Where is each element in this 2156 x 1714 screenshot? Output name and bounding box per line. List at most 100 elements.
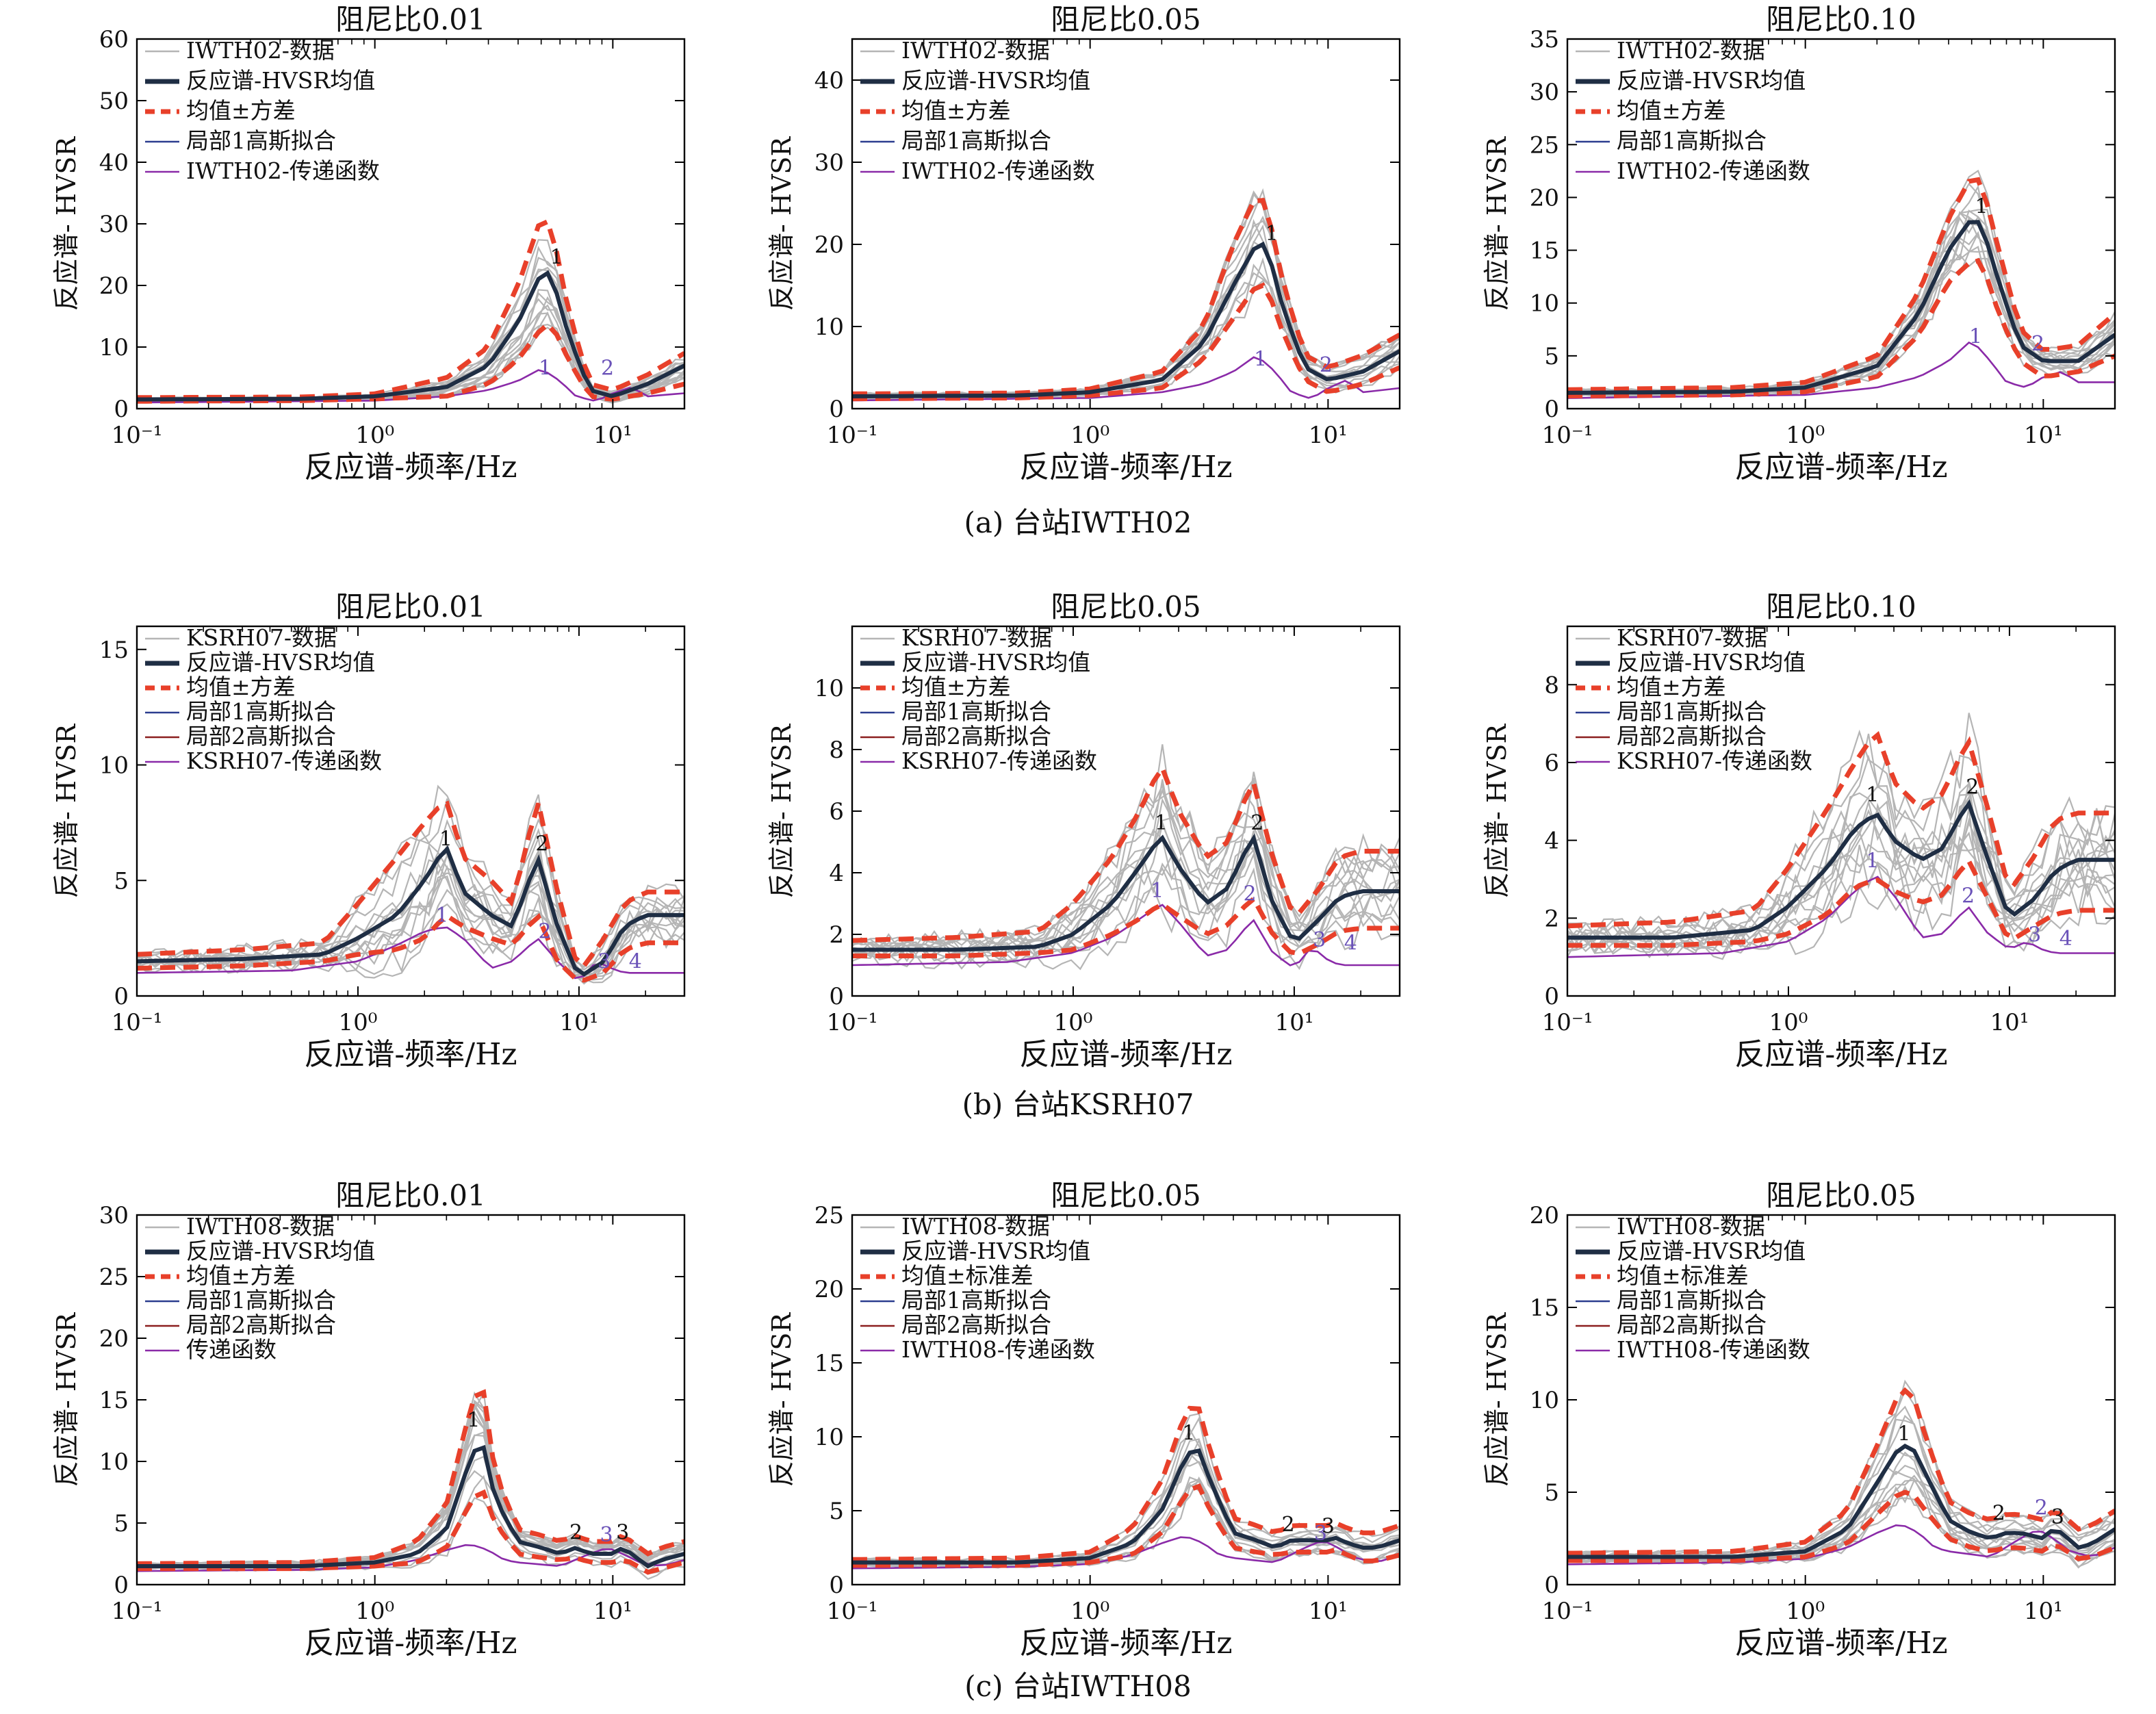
y-tick-label: 15: [814, 1350, 844, 1377]
x-tick-label: 10⁰: [1054, 1009, 1093, 1036]
x-tick-label: 10⁰: [1070, 1598, 1109, 1625]
peak-label: 3: [2028, 923, 2041, 947]
y-tick-label: 2: [829, 921, 844, 949]
mean-plus-std-line: [137, 800, 684, 970]
data-trace: [1567, 713, 2115, 936]
hvsr-mean-line: [852, 1448, 1400, 1565]
peak-label: 1: [1975, 195, 1988, 219]
y-tick-label: 20: [814, 231, 844, 259]
x-tick-label: 10¹: [1274, 1009, 1313, 1036]
x-tick-label: 10¹: [1990, 1009, 2029, 1036]
mean-minus-std-line: [1567, 1489, 2115, 1563]
peak-label: 1: [1151, 879, 1164, 903]
y-axis-label: 反应谱- HVSR: [1482, 724, 1512, 899]
chart-title: 阻尼比0.01: [335, 1179, 486, 1212]
y-tick-label: 0: [114, 983, 129, 1010]
x-tick-label: 10⁻¹: [112, 422, 163, 449]
panels: 11 210⁻¹ 10⁰ 10¹0102030405060阻尼比0.01反应谱-频率/…: [51, 3, 2116, 1661]
y-tick-label: 4: [1544, 828, 1559, 855]
chart-title: 阻尼比0.01: [335, 590, 486, 624]
legend-label: 反应谱-HVSR均值: [1617, 67, 1806, 94]
x-tick-label: 10⁻¹: [1542, 422, 1593, 449]
y-tick-label: 5: [1544, 1479, 1559, 1507]
chart-panel: 1 2 1 2 3 4 10⁻¹ 10⁰ 10¹ 0 5 10 15 阻尼比0.01 反应谱-频率/Hz 反应…: [51, 590, 686, 1072]
peak-label: 3: [1322, 1514, 1335, 1538]
data-trace: [1567, 754, 2115, 941]
y-tick-label: 25: [99, 1264, 129, 1291]
hvsr-mean-line: [137, 1444, 684, 1569]
peak-label: 2: [569, 1520, 582, 1544]
peak-label: 1: [1866, 783, 1879, 807]
y-tick-label: 15: [99, 1387, 129, 1414]
y-tick-label: 20: [99, 1325, 129, 1353]
mean-plus-std-line: [1567, 1387, 2115, 1556]
plot-area: 12 33: [852, 1405, 1400, 1570]
x-tick-label: 10¹: [2024, 1598, 2063, 1625]
legend-label: 均值±方差: [901, 674, 1011, 700]
data-trace: [1567, 1479, 2115, 1563]
chart-title: 阻尼比0.10: [1766, 590, 1916, 624]
hvsr-mean-line: [137, 270, 684, 402]
y-tick-label: 0: [1544, 1572, 1559, 1599]
y-tick-label: 25: [814, 1202, 844, 1229]
plot-area: 12 33: [137, 1389, 684, 1581]
transfer-function-line: [1567, 341, 2115, 399]
peak-label: 2: [1966, 775, 1979, 799]
axes-frame: [851, 1214, 1401, 1586]
y-tick-label: 15: [1530, 238, 1559, 265]
x-tick-label: 10⁻¹: [827, 422, 878, 449]
peak-label: 3: [616, 1520, 629, 1544]
y-axis-label: 反应谱- HVSR: [51, 136, 81, 311]
legend-label: IWTH08-数据: [1617, 1213, 1765, 1240]
legend-label: 反应谱-HVSR均值: [186, 67, 375, 94]
mean-minus-std-line: [852, 895, 1400, 958]
x-tick-label: 10¹: [1309, 1598, 1348, 1625]
data-trace: [852, 817, 1400, 956]
y-tick-label: 40: [99, 149, 129, 177]
legend-label: IWTH02-传递函数: [1617, 157, 1810, 184]
transfer-function-line: [137, 369, 684, 404]
peak-label: 2: [1282, 1513, 1295, 1537]
peak-label: 3: [1314, 1522, 1327, 1546]
legend-label: KSRH07-传递函数: [1617, 747, 1812, 774]
peak-label: 2: [1962, 884, 1975, 908]
hvsr-mean-line: [1567, 799, 2115, 940]
peak-label: 2: [1992, 1502, 2005, 1526]
data-trace: [852, 218, 1400, 398]
axes-frame: [851, 38, 1401, 410]
x-axis-label: 反应谱-频率/Hz: [1734, 450, 1947, 485]
data-trace: [852, 828, 1400, 959]
mean-minus-std-line: [137, 912, 684, 983]
data-trace: [137, 292, 684, 402]
legend-label: 局部1高斯拟合: [1617, 698, 1767, 725]
y-tick-label: 0: [114, 396, 129, 423]
hvsr-mean-line: [1567, 1443, 2115, 1559]
mean-plus-std-line: [1567, 177, 2115, 392]
legend-label: 反应谱-HVSR均值: [901, 649, 1090, 676]
y-tick-label: 30: [99, 211, 129, 238]
peak-label: 3: [1313, 928, 1326, 952]
legend-label: 均值±方差: [901, 97, 1011, 124]
legend-label: KSRH07-传递函数: [186, 747, 382, 774]
x-tick-label: 10¹: [1309, 422, 1348, 449]
chart-title: 阻尼比0.05: [1051, 3, 1201, 36]
chart-title: 阻尼比0.05: [1051, 1179, 1201, 1212]
legend-label: 局部2高斯拟合: [901, 1312, 1051, 1338]
x-tick-label: 10⁰: [355, 1598, 394, 1625]
plot-area: 1 1 2: [852, 188, 1400, 402]
peak-label: 2: [1250, 811, 1263, 835]
x-tick-label: 10⁻¹: [112, 1009, 163, 1036]
legend-label: KSRH07-传递函数: [901, 747, 1097, 774]
y-tick-label: 25: [1530, 131, 1559, 159]
peak-label: 2: [2035, 1496, 2048, 1520]
data-trace: [137, 888, 684, 984]
y-tick-label: 35: [1530, 26, 1559, 53]
x-tick-label: 10¹: [593, 1598, 632, 1625]
caption-a: (a) 台站IWTH02: [964, 506, 1192, 539]
legend-label: KSRH07-数据: [1617, 624, 1767, 651]
mean-minus-std-line: [1567, 857, 2115, 948]
peak-label: 1: [1866, 849, 1879, 873]
